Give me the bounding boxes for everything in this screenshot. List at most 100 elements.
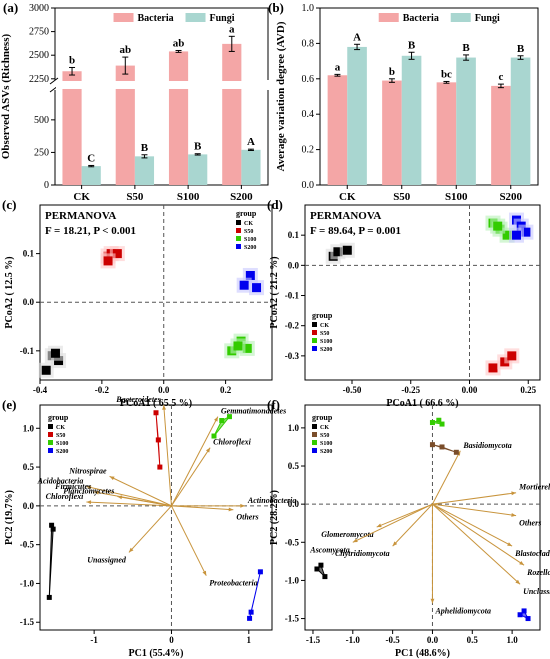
x-tick-label: -0.25 <box>401 385 420 395</box>
x-tick-label: -1.5 <box>306 635 321 645</box>
y-tick-label: -0.3 <box>285 351 300 361</box>
panel-label: (e) <box>2 397 16 412</box>
loading-arrow <box>352 503 433 543</box>
data-point <box>429 420 435 426</box>
y-axis-label: PC2 (28.2%) <box>269 490 280 545</box>
permanova-stat: F = 18.21, P < 0.001 <box>45 225 136 237</box>
arrow-label: Aphelidiomycota <box>434 606 491 615</box>
data-point <box>488 363 498 373</box>
data-point <box>517 612 523 618</box>
arrow-head <box>214 416 218 422</box>
data-point <box>257 569 263 575</box>
legend-label-fungi: Fungi <box>210 13 235 24</box>
significance-letter: bc <box>441 68 452 80</box>
data-point <box>242 343 252 353</box>
panel-label: (d) <box>267 197 283 212</box>
data-point <box>342 245 352 255</box>
bar <box>491 85 511 185</box>
legend-swatch <box>312 346 317 351</box>
legend-label: CK <box>320 425 329 431</box>
group-hull <box>48 525 54 598</box>
y-axis-label: PC2 (19.7%) <box>4 490 15 545</box>
y-tick-label: 1.0 <box>288 423 300 433</box>
y-tick-label: 0.0 <box>23 501 35 511</box>
x-tick-label: 1.0 <box>506 635 518 645</box>
legend-label-bacteria: Bacteria <box>403 13 439 24</box>
y-tick-label: -0.5 <box>285 537 300 547</box>
y-axis-label: Observed ASVs (Richness) <box>0 34 12 160</box>
arrow-label: Glomeromycota <box>321 530 373 539</box>
panel-label: (f) <box>267 397 280 412</box>
y-tick-label: 0.1 <box>23 249 35 259</box>
loading-arrow <box>171 447 211 507</box>
x-tick-label: S100 <box>445 191 468 203</box>
data-point <box>512 230 521 240</box>
y-tick-label: 500 <box>34 115 49 126</box>
panel-label: (c) <box>2 197 16 212</box>
y-tick-label: 0.5 <box>23 462 35 472</box>
arrow-head <box>392 541 398 547</box>
loading-arrow <box>117 496 172 507</box>
loading-arrow <box>86 501 172 507</box>
data-point <box>525 616 531 622</box>
arrow-label: Acidobacteria <box>37 476 84 485</box>
plot-frame <box>54 7 269 186</box>
legend-label: S100 <box>320 441 332 447</box>
y-tick-label: 0.1 <box>288 230 300 240</box>
loading-arrow <box>171 505 234 511</box>
data-point <box>157 464 163 470</box>
legend-swatch <box>312 432 317 437</box>
x-tick-label: 0.00 <box>462 385 478 395</box>
arrow-head <box>128 547 134 553</box>
data-point <box>507 351 517 361</box>
data-point <box>314 566 320 572</box>
legend-label: S200 <box>320 347 332 353</box>
legend-title: group <box>312 413 333 422</box>
loading-arrow <box>432 492 517 505</box>
legend-label: S200 <box>244 245 256 251</box>
bar <box>347 46 367 185</box>
data-point <box>211 433 217 439</box>
legend-label: CK <box>244 221 253 227</box>
data-point <box>439 421 445 427</box>
arrow-label: Nitrospirae <box>68 466 107 475</box>
loading-arrow <box>86 485 172 507</box>
legend-swatch <box>312 448 317 453</box>
arrow-head <box>86 485 92 490</box>
data-point <box>233 341 243 351</box>
y-tick-label: -0.5 <box>20 540 35 550</box>
arrow-label: Blastocladiomycota <box>514 549 550 558</box>
significance-letter: a <box>229 23 235 35</box>
legend-label: S200 <box>56 449 68 455</box>
legend-swatch <box>236 244 241 249</box>
x-tick-label: 0.0 <box>158 385 170 395</box>
significance-letter: A <box>353 31 361 43</box>
panel-a: (a) 0 250 500 2250 2500 2750 3000 Observed ASVs … <box>0 0 269 203</box>
legend-title: group <box>312 311 333 320</box>
x-tick-label: CK <box>339 191 356 203</box>
data-point <box>239 280 249 290</box>
legend-label: S50 <box>320 331 329 337</box>
panel-label: (b) <box>268 0 284 15</box>
arrow-head <box>352 538 358 543</box>
chart-title: PERMANOVA <box>310 210 381 222</box>
x-tick-label: -0.50 <box>343 385 362 395</box>
arrow-label: Mortierellomycota <box>518 483 550 492</box>
plot-frame <box>39 204 273 381</box>
legend-label: S50 <box>320 433 329 439</box>
data-point <box>252 283 262 293</box>
arrow-head <box>228 507 234 512</box>
x-axis-label: PCoA1 ( 66.6 %) <box>386 398 458 409</box>
plot-frame <box>319 7 539 186</box>
bar-break-gap <box>56 80 267 89</box>
bar <box>241 149 261 185</box>
bar <box>222 43 242 185</box>
legend-swatch <box>48 424 53 429</box>
panel-f: (f) -1.5 -1.0 -0.5 0.0 0.5 1.0 -1.5 -1.0 -0.5 0.0 0… <box>267 397 550 659</box>
chart-title: PERMANOVA <box>45 210 116 222</box>
bar <box>168 51 189 186</box>
x-tick-label: -0.2 <box>95 385 110 395</box>
significance-letter: b <box>389 66 395 78</box>
y-tick-label: 1.0 <box>302 3 315 14</box>
bar <box>401 55 422 185</box>
